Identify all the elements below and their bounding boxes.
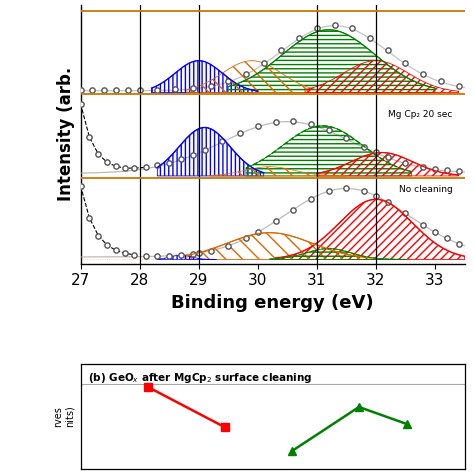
X-axis label: Binding energy (eV): Binding energy (eV) [171, 294, 374, 312]
Y-axis label: rves
nits): rves nits) [54, 406, 75, 428]
Text: No cleaning: No cleaning [399, 185, 453, 194]
Y-axis label: Intensity (arb.: Intensity (arb. [57, 67, 75, 201]
Text: Mg Cp₂ 20 sec: Mg Cp₂ 20 sec [388, 110, 453, 119]
Text: (b) GeO$_x$ after MgCp$_2$ surface cleaning: (b) GeO$_x$ after MgCp$_2$ surface clean… [88, 371, 313, 385]
